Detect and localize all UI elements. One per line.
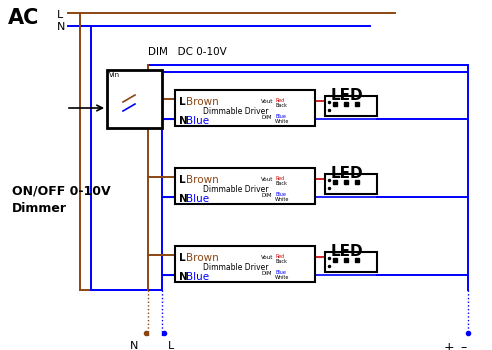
Text: N: N [130,341,138,350]
Bar [107,70,162,128]
Text: LED: LED [331,166,364,181]
Text: N: N [179,194,188,204]
Text: Dimmable Driver: Dimmable Driver [203,263,269,272]
Text: Dimmable Driver: Dimmable Driver [203,185,269,194]
Text: Vout: Vout [261,99,274,104]
Text: Brown: Brown [186,175,219,185]
Text: Red: Red [275,176,284,181]
Text: N: N [179,116,188,126]
Text: L: L [179,253,185,263]
Bar [175,90,315,126]
Text: –: – [460,341,466,350]
Bar [325,252,377,272]
Bar [175,246,315,282]
Text: Blue: Blue [186,194,209,204]
Bar [175,168,315,204]
Text: AC: AC [8,8,39,28]
Text: Red: Red [275,98,284,103]
Text: L: L [168,341,174,350]
Text: White: White [275,119,289,124]
Text: Back: Back [275,103,287,108]
Text: Back: Back [275,259,287,264]
Text: DIM: DIM [261,271,272,276]
Text: Blue: Blue [186,116,209,126]
Bar [325,96,377,116]
Text: +: + [444,341,455,350]
Text: Vout: Vout [261,177,274,182]
Text: L: L [179,175,185,185]
Text: Vin: Vin [109,72,120,78]
Text: Red: Red [275,254,284,259]
Text: Vout: Vout [261,255,274,260]
Text: L: L [57,10,63,20]
Text: Blue: Blue [275,192,286,197]
Text: DIM: DIM [261,193,272,198]
Text: N: N [179,272,188,282]
Bar [325,174,377,194]
Text: Blue: Blue [275,114,286,119]
Text: ON/OFF 0-10V
Dimmer: ON/OFF 0-10V Dimmer [12,185,111,215]
Text: Blue: Blue [275,270,286,275]
Text: Brown: Brown [186,97,219,107]
Text: Dimmable Driver: Dimmable Driver [203,107,269,116]
Text: Brown: Brown [186,253,219,263]
Text: White: White [275,197,289,202]
Text: Back: Back [275,181,287,186]
Text: DIM   DC 0-10V: DIM DC 0-10V [148,47,227,57]
Text: Blue: Blue [186,272,209,282]
Text: LED: LED [331,88,364,103]
Text: DIM: DIM [261,115,272,120]
Text: L: L [179,97,185,107]
Text: N: N [57,22,65,32]
Text: LED: LED [331,244,364,259]
Text: White: White [275,275,289,280]
